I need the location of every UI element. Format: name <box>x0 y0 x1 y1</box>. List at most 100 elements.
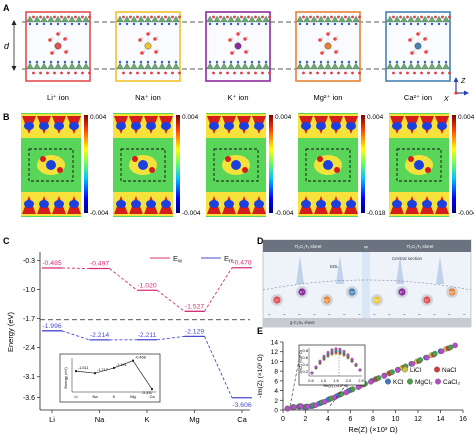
water-hydrogen <box>320 37 324 40</box>
schematic-ion <box>273 296 281 304</box>
schematic-ion-label: Mg²⁺ <box>323 299 331 303</box>
colorbar-max-2: 0.004 <box>275 114 292 121</box>
sheet-atom <box>26 15 34 23</box>
e-point-4 <box>312 402 319 408</box>
sheet-atom <box>116 62 124 70</box>
map-lobe-blue <box>392 122 402 130</box>
sheet-oxygen <box>448 15 451 19</box>
water-oxygen <box>423 37 427 41</box>
sheet-oxygen <box>81 15 84 19</box>
sheet-nitrogen <box>264 22 268 26</box>
surface-charge: − <box>268 312 271 318</box>
surface-charge: − <box>433 312 436 318</box>
sheet-atom <box>54 62 62 70</box>
e-xtick-label: 16 <box>459 416 467 423</box>
water-hydrogen <box>336 49 340 52</box>
ion-density <box>46 160 56 170</box>
flow-arrow <box>336 256 344 284</box>
sheet-nitrogen <box>354 60 358 64</box>
edl-label: EDL <box>330 264 339 269</box>
c-connector <box>109 268 138 291</box>
c-inset-label: -1.511 <box>78 366 88 370</box>
water-density <box>225 156 231 162</box>
sheet-oxygen <box>233 15 236 19</box>
e-point-4 <box>304 403 311 410</box>
e-x-axis-label: Re(Z) (×10³ Ω) <box>348 425 398 434</box>
sheet-nitrogen <box>139 22 143 26</box>
sheet-oxygen <box>261 71 264 75</box>
sheet-atom <box>47 15 55 23</box>
sheet-oxygen <box>344 71 347 75</box>
c-inset-label: -1.191 <box>116 363 127 367</box>
panel-e-chart: Re(Z) (×10³ Ω) -Im(Z) (×10³ Ω) 0 2 4 6 8 10 12… <box>257 340 467 435</box>
colorbar-min-4: -0.004 <box>458 210 474 217</box>
sheet-atom <box>206 62 214 70</box>
water-hydrogen <box>50 37 54 40</box>
sheet-atom <box>234 62 242 70</box>
map-lobe-blue <box>54 122 64 130</box>
map-lobe-blue <box>224 200 234 208</box>
sheet-oxygen <box>171 71 174 75</box>
e-point-3 <box>349 386 356 392</box>
c-data-label: -0.485 <box>42 260 61 267</box>
sheet-oxygen <box>46 15 49 19</box>
sheet-oxygen <box>164 71 167 75</box>
sheet-atom <box>54 15 62 23</box>
edl-boundary <box>262 279 472 291</box>
sheet-oxygen <box>136 71 139 75</box>
hydration-bond <box>411 45 419 54</box>
e-point-4 <box>298 403 304 409</box>
colorbar-min-2: -0.004 <box>275 210 294 217</box>
ion-highlight-box <box>305 148 351 182</box>
sheet-atom <box>442 15 450 23</box>
e-xtick-label: 12 <box>414 416 422 423</box>
e-ytick-label: 2 <box>274 398 278 405</box>
water-oxygen <box>326 32 330 36</box>
sheet-atom <box>158 62 166 70</box>
water-density <box>132 156 138 162</box>
ion-label-1: Na⁺ ion <box>135 93 161 102</box>
sheet-nitrogen <box>84 60 88 64</box>
surface-charge: − <box>283 312 286 318</box>
sheet-oxygen <box>129 15 132 19</box>
sheet-oxygen <box>53 15 56 19</box>
axis-z-label: Z <box>460 78 466 85</box>
sheet-nitrogen <box>326 22 330 26</box>
sheet-atom <box>130 15 138 23</box>
map-lobe-blue <box>131 200 141 208</box>
bottom-sheet-label: g-C₃N₄ sheet <box>290 320 315 325</box>
ion-atom <box>234 42 242 50</box>
sheet-oxygen <box>309 71 312 75</box>
sheet-oxygen <box>247 15 250 19</box>
e-inset-point <box>322 354 326 358</box>
map-lobe-blue <box>209 200 219 208</box>
colorbar <box>452 115 456 213</box>
colorbar-max-3: 0.004 <box>367 114 384 121</box>
sheet-atom <box>241 15 249 23</box>
c-connector <box>204 336 233 398</box>
e-inset-point <box>330 348 334 352</box>
sheet-oxygen <box>67 71 70 75</box>
ion-density <box>231 160 241 170</box>
sheet-atom <box>400 62 408 70</box>
map-lobe-blue <box>131 122 141 130</box>
sheet-nitrogen <box>63 60 67 64</box>
water-oxygen <box>138 38 142 42</box>
sheet-oxygen <box>122 15 125 19</box>
water-density <box>57 167 63 173</box>
c-inset-label: -0.468 <box>135 356 146 360</box>
sheet-oxygen <box>60 71 63 75</box>
map-lobe-blue <box>437 122 447 130</box>
water-oxygen <box>424 50 428 54</box>
e-xtick-label: 0 <box>281 416 285 423</box>
sheet-oxygen <box>74 71 77 75</box>
sheet-oxygen <box>302 15 305 19</box>
c-connector <box>61 330 90 341</box>
ion-label-3: Mg²⁺ ion <box>314 93 343 102</box>
e-inset-point <box>346 353 350 357</box>
c-xtick-label: Li <box>49 415 55 424</box>
water-hydrogen <box>148 31 152 34</box>
panel-c-chart: Energy (eV) -0.3 -1.0 -1.7 -2.4 -3.1 -3.6 Li N… <box>6 252 252 424</box>
sheet-atom <box>338 62 346 70</box>
e-point-3 <box>417 357 423 363</box>
